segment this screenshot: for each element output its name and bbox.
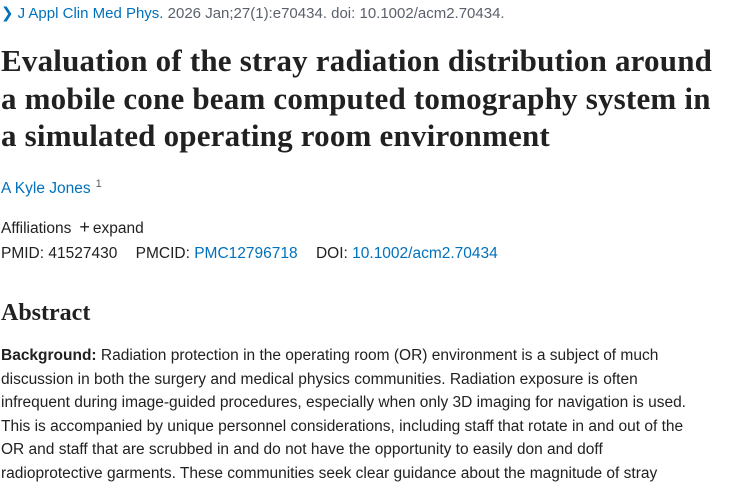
affiliations: Affiliations + expand xyxy=(1,217,144,238)
identifiers: PMID: 41527430 PMCID: PMC12796718 DOI: 1… xyxy=(1,245,498,263)
citation-details: 2026 Jan;27(1):e70434. doi: 10.1002/acm2… xyxy=(167,5,505,22)
abstract-line: OR and staff that are scrubbed in and do… xyxy=(1,438,750,462)
pmid-label: PMID: xyxy=(1,245,45,262)
section-label: Background: xyxy=(1,347,97,364)
title-line: a simulated operating room environment xyxy=(1,118,550,153)
abstract-text: This is accompanied by unique personnel … xyxy=(1,417,684,435)
citation: ❯ J Appl Clin Med Phys. 2026 Jan;27(1):e7… xyxy=(1,4,505,22)
abstract-text: infrequent during image-guided procedure… xyxy=(1,394,686,412)
pmid: 41527430 xyxy=(48,245,118,262)
abstract-line: discussion in both the surgery and medic… xyxy=(1,368,750,392)
abstract-text: radioprotective garments. These communit… xyxy=(1,464,658,482)
abstract-heading: Abstract xyxy=(1,300,91,326)
abstract-text: Radiation protection in the operating ro… xyxy=(100,347,659,364)
abstract-text: discussion in both the surgery and medic… xyxy=(1,370,638,388)
abstract-line: radioprotective garments. These communit… xyxy=(1,462,750,486)
abstract-line: Background: Radiation protection in the … xyxy=(1,344,750,368)
journal-link[interactable]: J Appl Clin Med Phys. xyxy=(17,5,164,22)
author-link[interactable]: A Kyle Jones xyxy=(1,180,91,198)
abstract-line: infrequent during image-guided procedure… xyxy=(1,391,750,415)
abstract-text: OR and staff that are scrubbed in and do… xyxy=(1,441,603,459)
abstract-body: Background: Radiation protection in the … xyxy=(1,344,750,486)
doi-label: DOI: xyxy=(315,245,348,262)
expand-toggle[interactable]: expand xyxy=(92,220,144,237)
pmcid-label: PMCID: xyxy=(135,245,190,262)
pmcid-link[interactable]: PMC12796718 xyxy=(194,245,298,262)
abstract-line: This is accompanied by unique personnel … xyxy=(1,415,750,439)
title-line: Evaluation of the stray radiation distri… xyxy=(1,43,713,78)
chevron-icon: ❯ xyxy=(1,5,14,22)
authors: A Kyle Jones 1 xyxy=(1,178,102,198)
doi-link[interactable]: 10.1002/acm2.70434 xyxy=(352,245,498,262)
article-title: Evaluation of the stray radiation distri… xyxy=(1,42,712,155)
affiliation-ref[interactable]: 1 xyxy=(95,178,102,190)
title-line: a mobile cone beam computed tomography s… xyxy=(1,80,711,116)
expand-icon[interactable]: + xyxy=(79,217,90,237)
affiliations-label: Affiliations xyxy=(1,220,72,237)
